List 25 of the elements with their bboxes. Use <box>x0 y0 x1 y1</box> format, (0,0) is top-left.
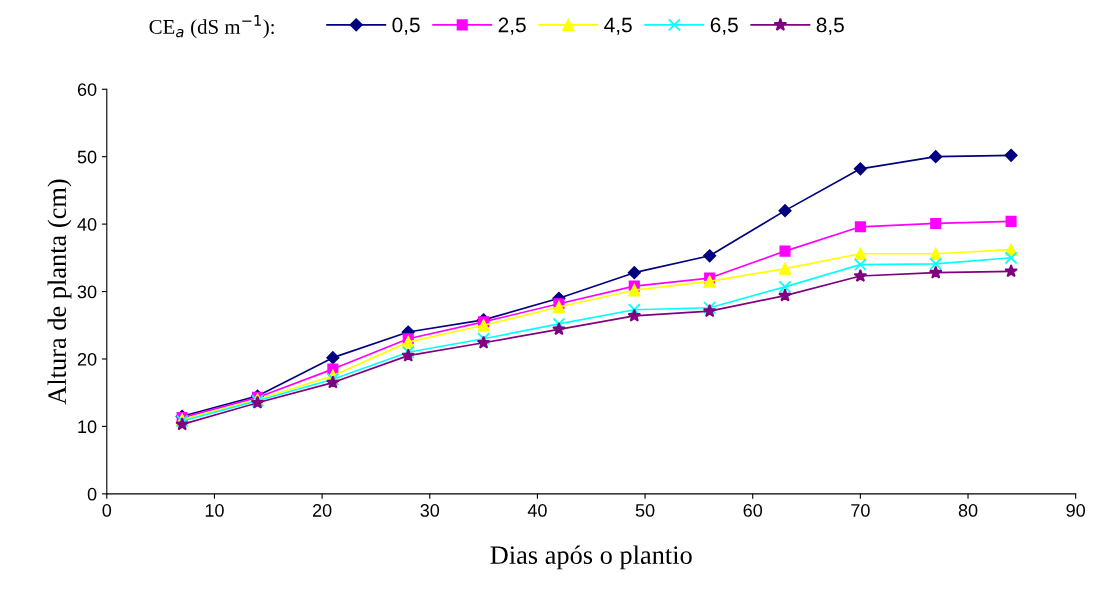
x-tick-label: 30 <box>420 504 440 517</box>
x-tick-label: 70 <box>851 504 870 517</box>
x-tick-label: 60 <box>743 504 763 517</box>
legend-label: 0,5 <box>392 17 420 35</box>
x-tick-label: 20 <box>312 504 332 517</box>
x-tick-label: 0 <box>102 504 112 517</box>
y-tick-label: 60 <box>77 83 97 96</box>
x-tick-label: 50 <box>635 504 655 517</box>
legend-label: 4,5 <box>604 17 632 35</box>
legend-label: 8,5 <box>816 17 844 35</box>
y-tick-label: 0 <box>87 487 97 501</box>
x-tick-label: 90 <box>1066 504 1086 517</box>
x-tick-label: 40 <box>527 504 547 517</box>
y-axis-title: Altura de planta (cm) <box>47 179 72 405</box>
y-tick-label: 40 <box>77 218 97 231</box>
x-axis-title: Dias após o plantio <box>490 545 692 570</box>
x-tick-label: 10 <box>205 504 224 517</box>
legend-title: CE$_{a}$ (dS m$^{−1}$): <box>149 15 274 39</box>
y-tick-label: 20 <box>77 352 97 366</box>
y-tick-label: 10 <box>78 420 97 434</box>
legend-label: 6,5 <box>710 17 738 35</box>
legend-label: 2,5 <box>498 17 526 35</box>
y-tick-label: 30 <box>77 285 97 299</box>
y-tick-label: 50 <box>77 150 97 164</box>
x-tick-label: 80 <box>958 504 978 517</box>
